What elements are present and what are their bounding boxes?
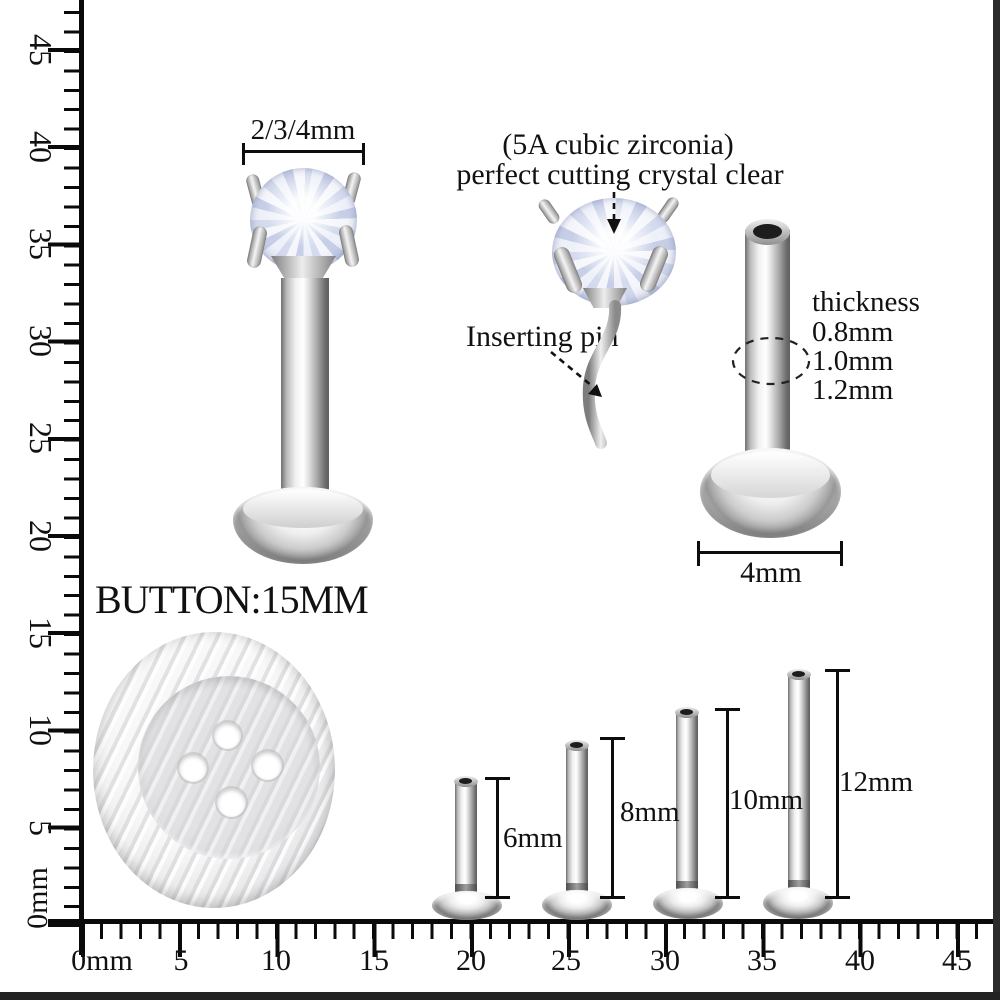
tube-opening-hole bbox=[459, 778, 472, 784]
vruler-label: 5 bbox=[23, 820, 59, 836]
vruler-label: 45 bbox=[23, 34, 59, 66]
hruler-label: 35 bbox=[747, 944, 777, 977]
thickness-title: thickness bbox=[812, 286, 920, 318]
hruler-label: 45 bbox=[942, 944, 972, 977]
vruler-label: 30 bbox=[23, 325, 59, 357]
hruler-label: 30 bbox=[650, 944, 680, 977]
labret-disc-base bbox=[542, 890, 612, 920]
labret-tube bbox=[745, 230, 790, 456]
zirconia-caption-line1: (5A cubic zirconia) bbox=[502, 128, 734, 161]
base-width-label: 4mm bbox=[740, 556, 802, 589]
thickness-option: 0.8mm bbox=[812, 316, 894, 348]
photo-edge-band-right bbox=[993, 0, 1000, 1000]
bar-length-label: 8mm bbox=[620, 796, 680, 828]
tube-opening-hole bbox=[570, 742, 583, 748]
hruler-label: 20 bbox=[456, 944, 486, 977]
labret-disc-top bbox=[243, 490, 363, 528]
hruler-label: 40 bbox=[845, 944, 875, 977]
vruler-label: 35 bbox=[23, 228, 59, 260]
hruler-label: 25 bbox=[551, 944, 581, 977]
labret-tube bbox=[455, 781, 477, 893]
vruler-label: 10 bbox=[23, 714, 59, 746]
button-hole bbox=[217, 788, 246, 817]
tube-opening-hole bbox=[792, 671, 805, 677]
button-size-label: BUTTON:15MM bbox=[95, 577, 369, 622]
hruler-label: 0mm bbox=[71, 944, 133, 977]
hruler-label: 5 bbox=[173, 944, 189, 977]
bar-length-label: 12mm bbox=[839, 766, 914, 798]
labret-disc-base bbox=[653, 888, 723, 919]
thickness-option: 1.2mm bbox=[812, 374, 894, 406]
labret-post bbox=[281, 278, 329, 502]
bar-length-label: 6mm bbox=[503, 822, 563, 854]
button-hole bbox=[253, 751, 282, 780]
vruler-label: 25 bbox=[23, 422, 59, 454]
hruler-label: 10 bbox=[261, 944, 291, 977]
vruler-label: 20 bbox=[23, 520, 59, 552]
labret-disc-top bbox=[711, 452, 830, 498]
inserting-pin-label: Inserting pin bbox=[466, 320, 619, 353]
gem-width-label: 2/3/4mm bbox=[250, 114, 356, 146]
tube-base-joint bbox=[788, 880, 810, 890]
button-hole bbox=[214, 722, 241, 749]
vertical-ruler-major-ticks bbox=[48, 48, 79, 928]
vruler-label: 40 bbox=[23, 131, 59, 163]
labret-tube bbox=[566, 745, 588, 893]
button-inner-recess bbox=[138, 676, 320, 859]
vruler-label: 15 bbox=[23, 617, 59, 649]
labret-disc-base bbox=[432, 891, 502, 920]
tube-base-joint bbox=[455, 884, 477, 894]
zirconia-caption-line2: perfect cutting crystal clear bbox=[456, 158, 784, 191]
horizontal-ruler-line bbox=[48, 919, 993, 924]
horizontal-ruler-major-ticks bbox=[81, 924, 961, 957]
labret-disc-base bbox=[763, 887, 833, 919]
thickness-option: 1.0mm bbox=[812, 345, 894, 377]
labret-tube bbox=[676, 712, 698, 890]
photo-edge-band-bottom bbox=[0, 992, 1000, 1000]
bar-length-label: 10mm bbox=[729, 784, 804, 816]
button-hole bbox=[179, 754, 207, 782]
prong bbox=[337, 224, 361, 268]
labret-tube bbox=[788, 674, 810, 888]
tube-base-joint bbox=[566, 883, 588, 893]
tube-base-joint bbox=[676, 881, 698, 891]
tube-opening-hole bbox=[680, 709, 693, 715]
tube-opening-hole bbox=[753, 224, 782, 239]
inserting-pin-arrow-head bbox=[588, 384, 602, 397]
prong bbox=[536, 196, 562, 227]
vertical-ruler-line bbox=[79, 0, 84, 955]
cz-gem bbox=[250, 168, 357, 272]
hruler-label: 15 bbox=[359, 944, 389, 977]
inserting-pin-arrow-line bbox=[550, 350, 593, 388]
